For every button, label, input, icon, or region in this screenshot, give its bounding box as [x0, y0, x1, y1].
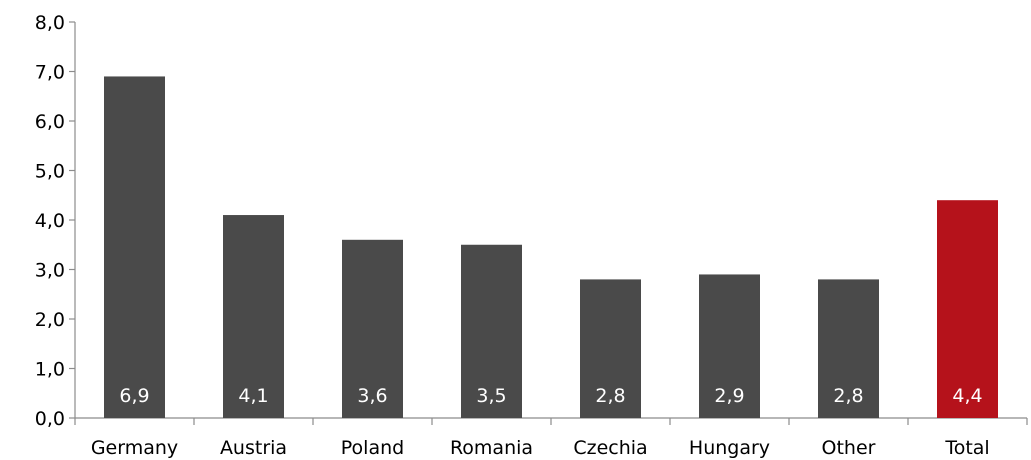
bar-germany	[104, 76, 165, 418]
data-label: 3,5	[476, 385, 506, 407]
x-axis: Germany Austria Poland Romania Czechia Hungar…	[74, 417, 1028, 459]
data-label: 4,1	[238, 385, 268, 407]
bar-total	[937, 200, 998, 418]
x-tick-label: Total	[944, 437, 989, 459]
bar-czechia	[580, 279, 641, 418]
data-label: 4,4	[952, 385, 982, 407]
y-axis: 0,0 1,0 2,0 3,0 4,0 5,0 6,0 7,0 8,0	[35, 12, 76, 430]
y-tick-label: 1,0	[35, 359, 65, 381]
x-tick-label: Other	[822, 437, 876, 459]
data-label: 2,9	[714, 385, 744, 407]
value-labels: 6,9 4,1 3,6 3,5 2,8 2,9 2,8 4,4	[119, 385, 982, 407]
x-tick-label: Hungary	[689, 437, 770, 459]
y-tick-label: 4,0	[35, 210, 65, 232]
data-label: 3,6	[357, 385, 387, 407]
x-tick-label: Czechia	[573, 437, 647, 459]
bar-hungary	[699, 274, 760, 418]
y-tick-label: 7,0	[35, 62, 65, 84]
y-tick-label: 6,0	[35, 111, 65, 133]
x-tick-label: Austria	[220, 437, 287, 459]
x-tick-label: Germany	[91, 437, 178, 459]
bar-poland	[342, 239, 403, 418]
y-tick-label: 8,0	[35, 12, 65, 34]
bars	[104, 76, 998, 418]
data-label: 2,8	[833, 385, 863, 407]
bar-austria	[223, 215, 284, 418]
bar-other	[818, 279, 879, 418]
y-tick-label: 0,0	[35, 408, 65, 430]
data-label: 2,8	[595, 385, 625, 407]
y-tick-label: 3,0	[35, 260, 65, 282]
y-tick-label: 2,0	[35, 309, 65, 331]
data-label: 6,9	[119, 385, 149, 407]
x-tick-label: Romania	[450, 437, 533, 459]
y-tick-label: 5,0	[35, 161, 65, 183]
x-tick-label: Poland	[341, 437, 404, 459]
bar-romania	[461, 244, 522, 418]
